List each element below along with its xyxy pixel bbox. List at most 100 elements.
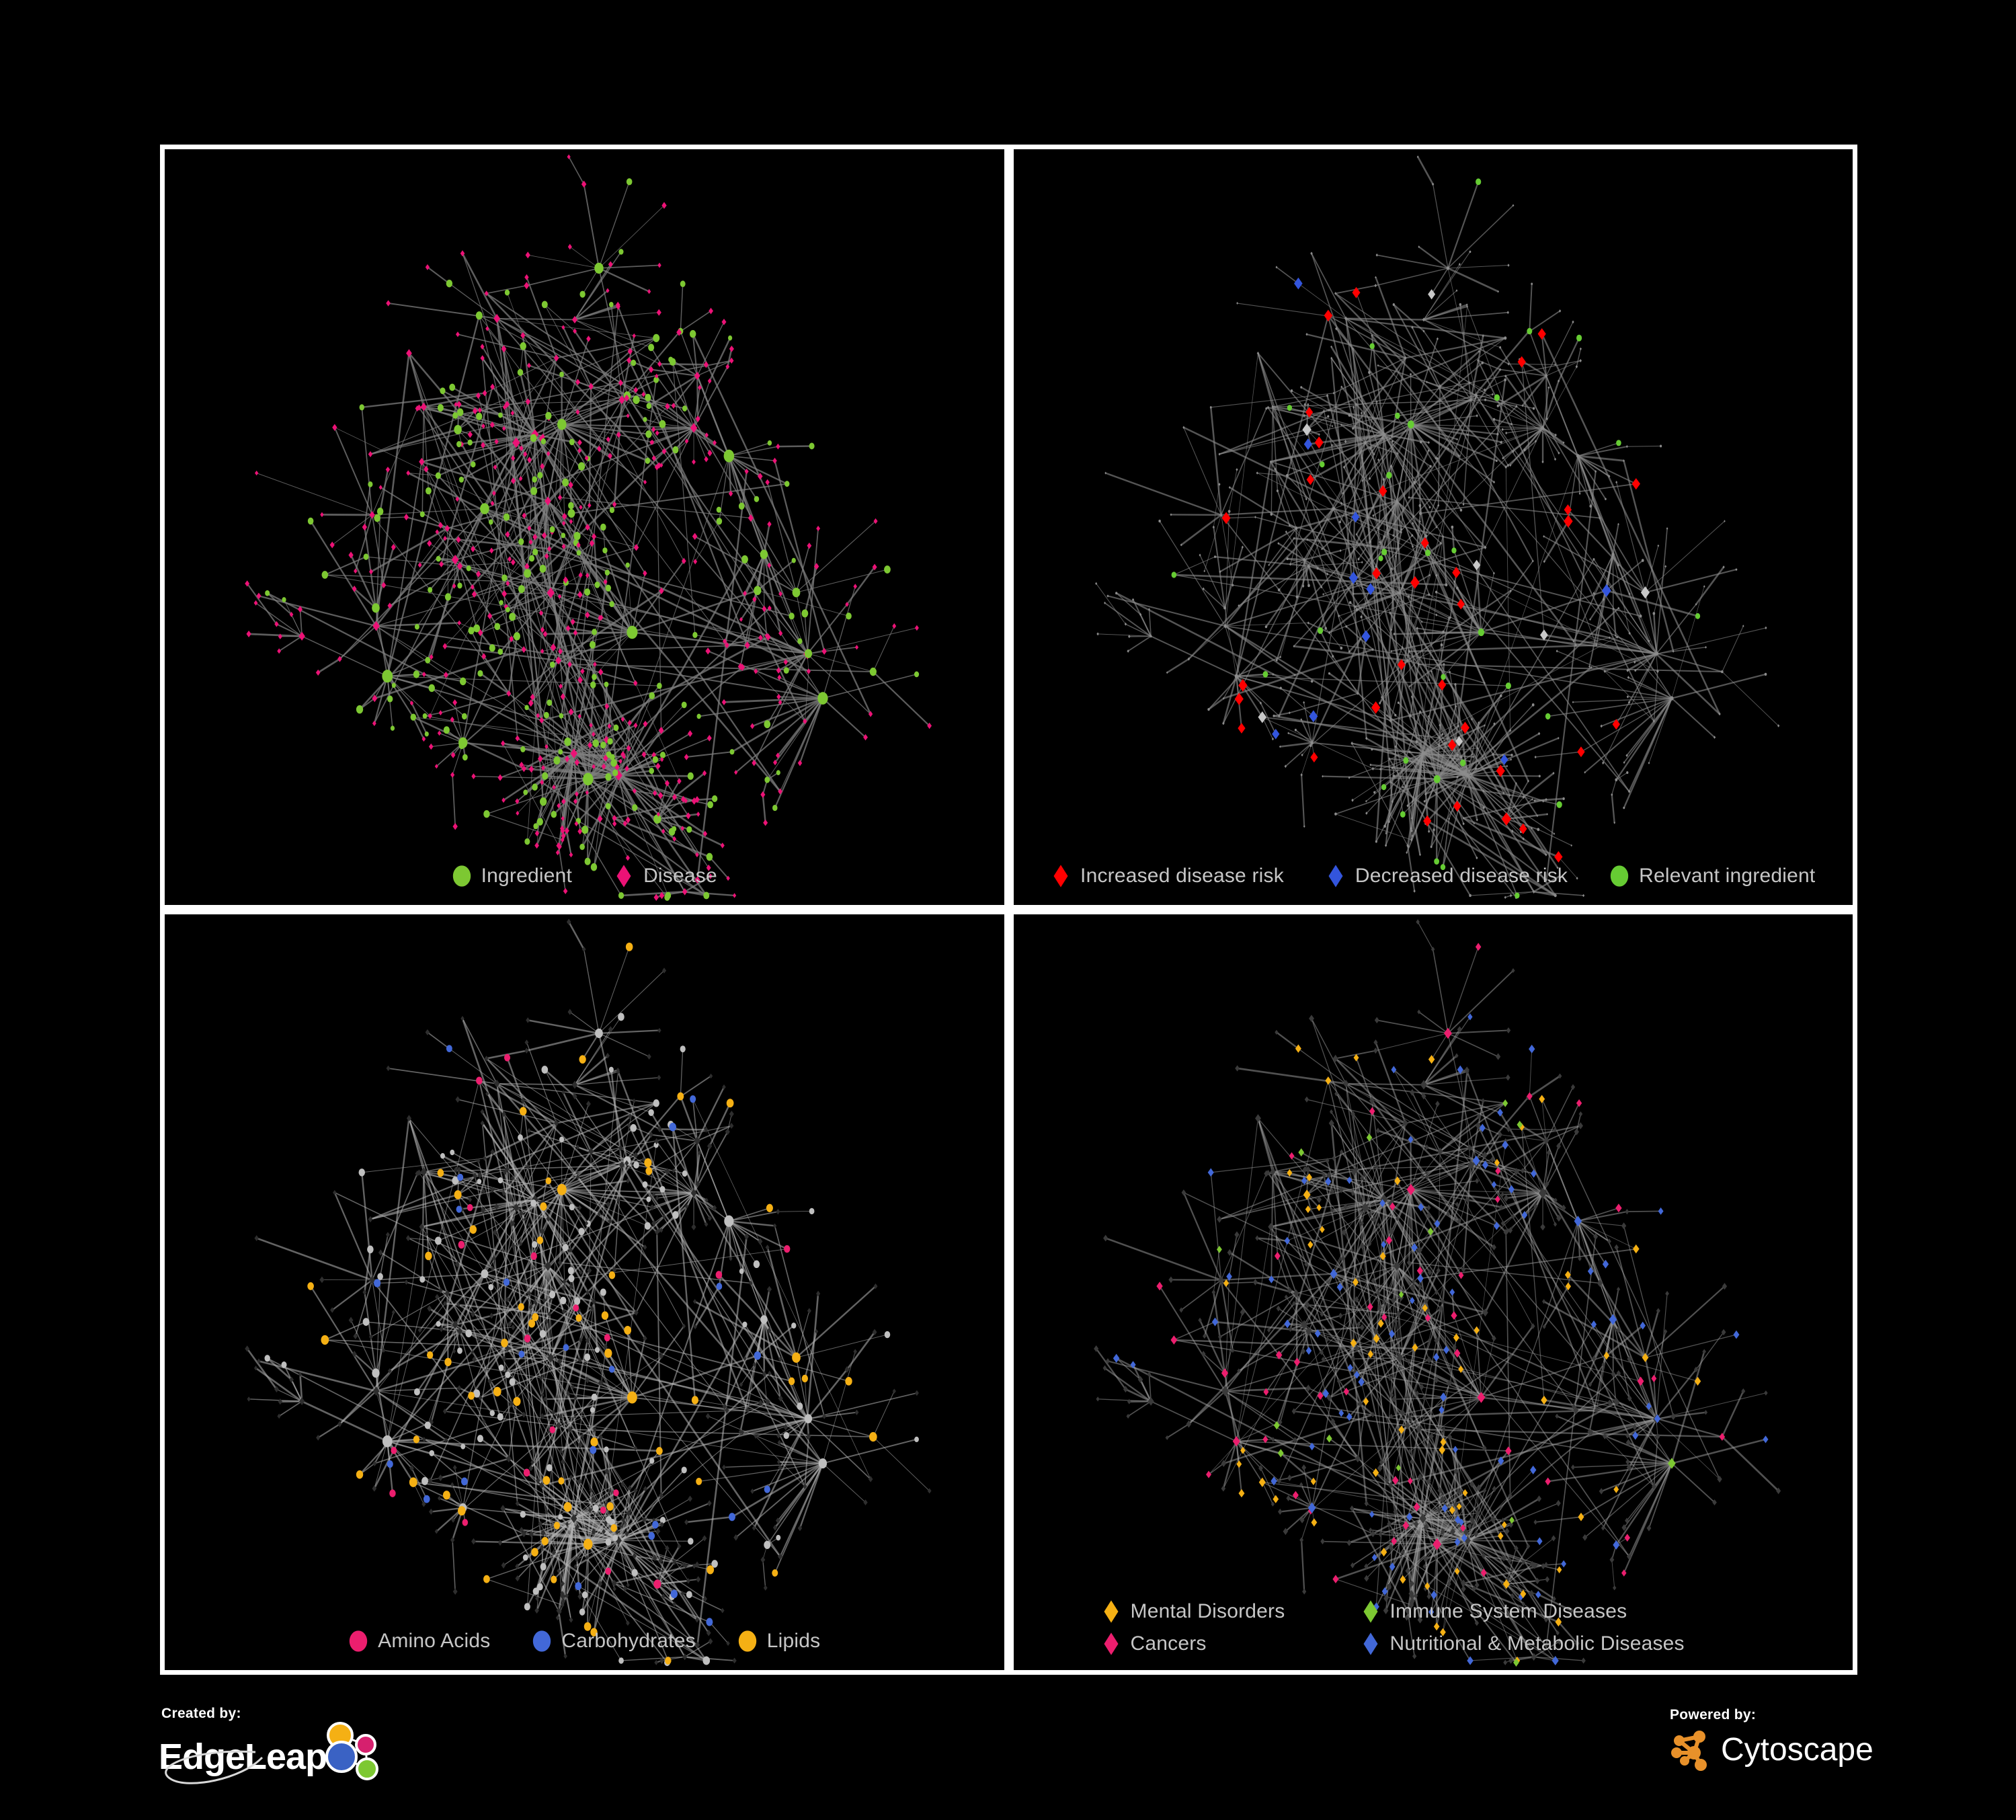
network-node-diamond xyxy=(616,1197,621,1203)
network-node-diamond xyxy=(1264,407,1268,411)
network-node-diamond xyxy=(1664,1291,1669,1297)
cytoscape-logo[interactable]: Powered by: Cytoscape xyxy=(1667,1708,1889,1802)
network-node-diamond xyxy=(1507,1493,1513,1499)
network-node-diamond xyxy=(1369,1097,1375,1105)
network-node-diamond xyxy=(758,1399,763,1407)
network-node-diamond xyxy=(442,1408,447,1415)
network-node-diamond xyxy=(1509,894,1512,898)
panel-ingredient-disease[interactable]: Ingredient Disease xyxy=(165,149,1004,905)
network-node-diamond xyxy=(681,557,686,565)
network-node-diamond xyxy=(626,1178,631,1184)
network-node-circle xyxy=(1615,440,1621,446)
network-node-diamond xyxy=(1433,1337,1439,1344)
network-node-circle xyxy=(481,1269,489,1279)
network-node-diamond xyxy=(1217,1334,1222,1340)
network-node-diamond xyxy=(245,1345,250,1352)
network-node-circle xyxy=(592,739,599,748)
network-node-diamond xyxy=(1307,1502,1316,1513)
network-node-circle xyxy=(869,667,877,676)
network-node-circle xyxy=(724,1215,734,1227)
network-node-diamond xyxy=(1441,764,1444,768)
network-node-circle xyxy=(567,508,575,518)
network-node-circle xyxy=(653,814,661,824)
edgeleap-logo[interactable]: Created by: EdgeLeap xyxy=(159,1706,535,1807)
network-node-diamond xyxy=(1420,751,1424,756)
network-node-diamond xyxy=(1494,1195,1500,1203)
network-node-diamond xyxy=(1380,696,1382,699)
network-node-diamond xyxy=(1455,1201,1459,1208)
network-graph-disease-class[interactable] xyxy=(1014,914,1853,1670)
network-node-diamond xyxy=(1393,1261,1400,1271)
network-node-diamond xyxy=(524,274,529,280)
network-node-diamond xyxy=(1447,817,1450,820)
network-node-diamond xyxy=(1427,592,1430,596)
network-node-diamond xyxy=(527,1290,532,1296)
network-node-diamond xyxy=(1454,1053,1459,1058)
network-node-diamond xyxy=(539,717,545,724)
network-node-diamond xyxy=(706,1629,711,1636)
network-node-diamond xyxy=(525,1329,529,1335)
network-node-circle xyxy=(518,538,524,545)
network-node-diamond xyxy=(892,623,897,629)
network-node-diamond xyxy=(1130,1361,1136,1369)
panel-disease-risk[interactable]: Increased disease risk Decreased disease … xyxy=(1013,149,1853,905)
network-node-diamond xyxy=(1322,409,1325,413)
network-node-diamond xyxy=(1447,616,1450,620)
network-node-diamond xyxy=(509,1400,514,1408)
panel-disease-class[interactable]: Mental Disorders Immune System Diseases Ca… xyxy=(1013,914,1853,1670)
network-node-circle xyxy=(592,674,597,680)
network-node-diamond xyxy=(421,736,426,742)
network-node-diamond xyxy=(1540,1395,1547,1405)
network-node-diamond xyxy=(768,1370,772,1376)
network-node-circle xyxy=(1510,754,1513,757)
network-node-diamond xyxy=(490,1187,495,1193)
network-node-circle xyxy=(466,565,471,571)
network-node-circle xyxy=(1656,651,1658,656)
network-node-diamond xyxy=(1416,1246,1422,1254)
network-node-diamond xyxy=(591,1496,596,1503)
network-graph-disease-risk[interactable] xyxy=(1014,149,1853,905)
network-node-diamond xyxy=(1350,741,1353,746)
network-node-circle xyxy=(1394,412,1400,420)
network-node-circle xyxy=(460,1477,468,1486)
network-node-diamond xyxy=(1387,1227,1394,1236)
network-node-diamond xyxy=(372,720,376,727)
network-node-diamond xyxy=(329,541,335,549)
network-node-diamond xyxy=(1442,662,1445,666)
network-node-diamond xyxy=(1389,1202,1396,1211)
network-node-diamond xyxy=(508,556,512,562)
network-node-diamond xyxy=(1409,1597,1415,1605)
network-node-diamond xyxy=(1408,1136,1413,1144)
network-node-diamond xyxy=(1205,1470,1211,1478)
network-graph-nutrient-class[interactable] xyxy=(165,914,1004,1670)
network-node-diamond xyxy=(592,1298,597,1305)
network-node-diamond xyxy=(1299,773,1303,777)
network-node-diamond xyxy=(1535,1590,1541,1599)
network-node-diamond xyxy=(1406,804,1409,807)
network-node-diamond xyxy=(1359,1220,1364,1226)
network-node-diamond xyxy=(1388,1544,1394,1551)
network-node-diamond xyxy=(1625,668,1629,672)
network-node-diamond xyxy=(1337,614,1340,618)
network-node-diamond xyxy=(1554,1197,1558,1203)
network-node-diamond xyxy=(1469,1515,1474,1524)
network-node-circle xyxy=(728,1513,735,1521)
cytoscape-wordmark: Cytoscape xyxy=(1721,1732,1873,1768)
network-node-diamond xyxy=(1646,1525,1651,1532)
network-graph-ingredient-disease[interactable] xyxy=(165,149,1004,905)
network-node-circle xyxy=(846,612,852,620)
network-node-diamond xyxy=(1329,1109,1333,1115)
network-node-circle xyxy=(542,1476,551,1485)
panel-nutrient-class[interactable]: Amino Acids Carbohydrates Lipids xyxy=(165,914,1004,1670)
network-node-diamond xyxy=(577,1441,583,1449)
network-node-diamond xyxy=(599,615,604,621)
network-node-diamond xyxy=(739,1382,743,1388)
network-node-circle xyxy=(476,1076,483,1085)
network-node-diamond xyxy=(387,1368,392,1374)
network-node-diamond xyxy=(1374,1164,1379,1170)
network-node-circle xyxy=(530,1199,537,1207)
network-node-diamond xyxy=(626,1620,630,1626)
network-node-diamond xyxy=(581,946,586,953)
network-node-diamond xyxy=(612,1586,616,1591)
network-node-diamond xyxy=(1490,1515,1496,1524)
